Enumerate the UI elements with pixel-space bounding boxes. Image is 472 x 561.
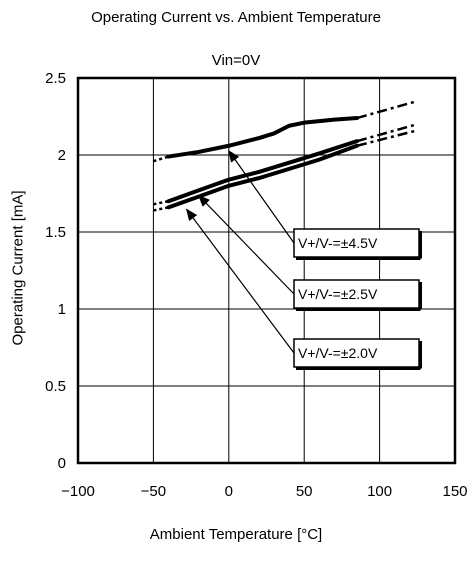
x-tick-label: 0	[225, 483, 233, 500]
series-line-extrapolated	[356, 129, 418, 147]
chart-subtitle: Vin=0V	[211, 52, 261, 69]
series-line-extrapolated	[153, 155, 169, 163]
x-tick-label: 100	[367, 483, 392, 500]
x-tick-label: 50	[296, 483, 313, 500]
y-tick-label: 1.5	[45, 224, 66, 241]
series-line-extrapolated	[153, 199, 169, 206]
series-line	[166, 116, 359, 159]
y-tick-label: 0	[58, 455, 66, 472]
annotation-box	[293, 279, 420, 309]
x-tick-label: −100	[61, 483, 95, 500]
annotation-label: V+/V-=±4.5V	[298, 235, 378, 251]
y-tick-label: 0.5	[45, 378, 66, 395]
annotation-arrow	[185, 208, 295, 354]
annotation-label: V+/V-=±2.0V	[298, 345, 378, 361]
annotation-arrow	[197, 194, 295, 295]
series-line	[166, 139, 359, 204]
series-line-extrapolated	[153, 206, 169, 212]
x-tick-label: −50	[141, 483, 166, 500]
series-line-extrapolated	[356, 99, 418, 120]
y-tick-label: 2	[58, 147, 66, 164]
plot-frame	[76, 76, 457, 465]
y-tick-label: 1	[58, 301, 66, 318]
chart-title: Operating Current vs. Ambient Temperatur…	[91, 9, 381, 26]
x-axis-label: Ambient Temperature [°C]	[149, 526, 323, 543]
x-tick-label: 150	[442, 483, 467, 500]
annotation-label: V+/V-=±2.5V	[298, 286, 378, 302]
annotation-arrow	[228, 149, 295, 244]
y-tick-label: 2.5	[45, 70, 66, 87]
